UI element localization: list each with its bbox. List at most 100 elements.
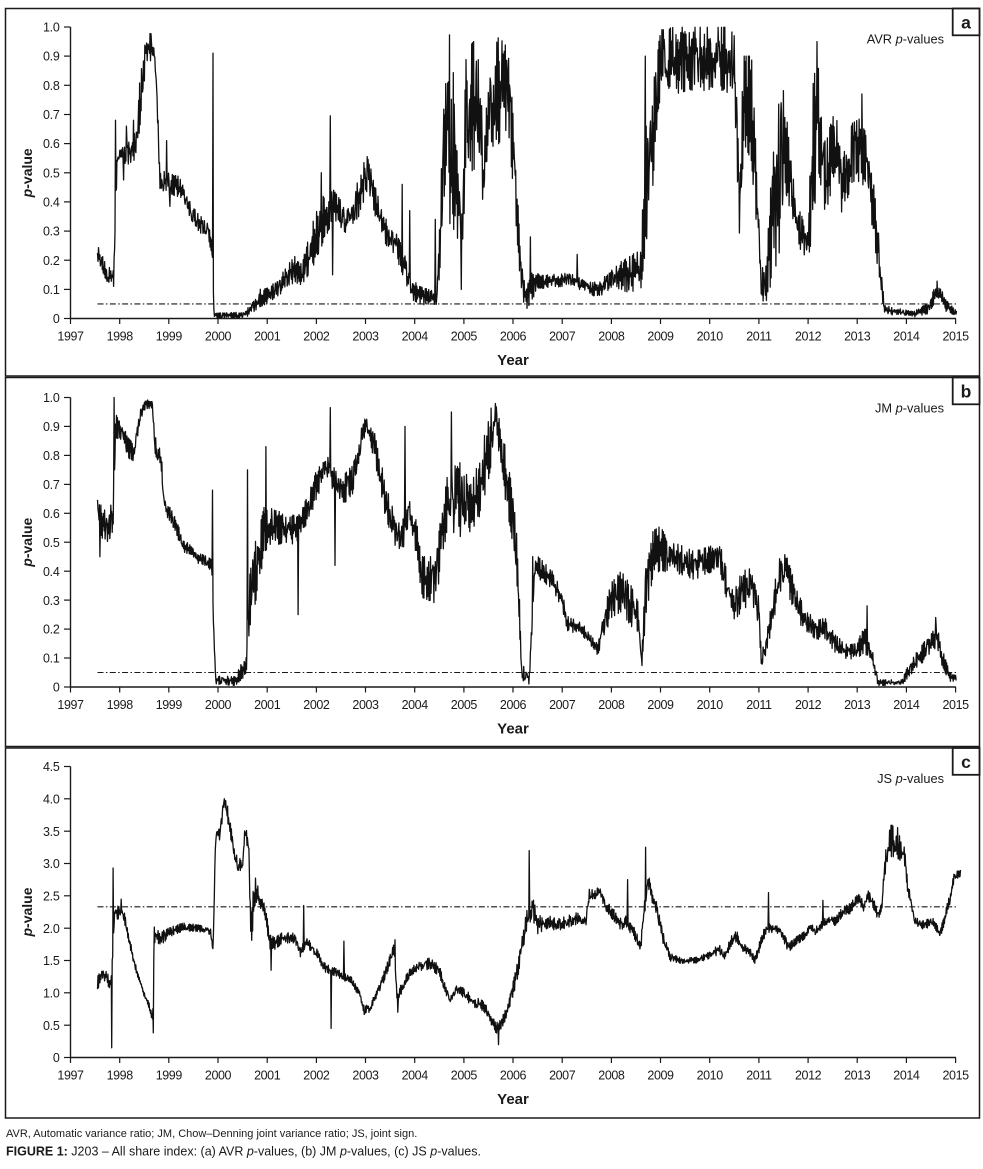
svg-text:2005: 2005 (451, 698, 478, 712)
svg-text:2013: 2013 (844, 329, 871, 343)
svg-text:2014: 2014 (893, 1068, 920, 1082)
svg-text:2010: 2010 (697, 1068, 724, 1082)
svg-text:2011: 2011 (746, 329, 772, 343)
svg-text:2001: 2001 (254, 1068, 281, 1082)
svg-text:b: b (961, 381, 972, 401)
svg-text:0.4: 0.4 (43, 196, 60, 210)
svg-text:c: c (961, 752, 971, 772)
svg-text:0.2: 0.2 (43, 623, 60, 637)
svg-text:3.5: 3.5 (43, 825, 60, 839)
svg-text:2015: 2015 (942, 329, 969, 343)
svg-text:1.0: 1.0 (43, 21, 60, 35)
svg-text:0.5: 0.5 (43, 1019, 60, 1033)
svg-text:1999: 1999 (156, 1068, 183, 1082)
svg-text:1.0: 1.0 (43, 391, 60, 405)
svg-text:2007: 2007 (549, 1068, 576, 1082)
svg-text:2001: 2001 (254, 329, 281, 343)
svg-text:1997: 1997 (57, 1068, 84, 1082)
svg-text:2005: 2005 (451, 329, 478, 343)
svg-text:0.6: 0.6 (43, 507, 60, 521)
svg-text:2.5: 2.5 (43, 889, 60, 903)
svg-text:2002: 2002 (303, 698, 330, 712)
svg-text:0: 0 (53, 1051, 60, 1065)
svg-text:1998: 1998 (107, 698, 134, 712)
svg-text:Year: Year (497, 1091, 529, 1108)
svg-text:a: a (961, 12, 971, 32)
svg-text:2011: 2011 (746, 1068, 772, 1082)
svg-text:0.7: 0.7 (43, 108, 60, 122)
svg-text:2009: 2009 (647, 329, 674, 343)
svg-text:Year: Year (497, 352, 529, 369)
svg-text:1999: 1999 (156, 698, 183, 712)
svg-text:2006: 2006 (500, 1068, 527, 1082)
svg-text:2.0: 2.0 (43, 922, 60, 936)
svg-text:2006: 2006 (500, 329, 527, 343)
svg-text:1.0: 1.0 (43, 986, 60, 1000)
svg-text:2011: 2011 (746, 698, 772, 712)
svg-text:0.5: 0.5 (43, 166, 60, 180)
svg-text:0.5: 0.5 (43, 536, 60, 550)
svg-text:p-value: p-value (19, 148, 35, 198)
svg-text:2000: 2000 (205, 1068, 232, 1082)
svg-text:1999: 1999 (156, 329, 183, 343)
svg-text:0.4: 0.4 (43, 565, 60, 579)
svg-text:JS p-values: JS p-values (877, 771, 944, 786)
svg-text:AVR, Automatic variance ratio;: AVR, Automatic variance ratio; JM, Chow–… (6, 1128, 417, 1140)
svg-text:2004: 2004 (402, 1068, 429, 1082)
svg-text:0.6: 0.6 (43, 137, 60, 151)
svg-text:p-value: p-value (19, 887, 35, 937)
svg-text:2009: 2009 (647, 1068, 674, 1082)
svg-text:2003: 2003 (352, 329, 379, 343)
svg-text:2013: 2013 (844, 1068, 871, 1082)
svg-text:0: 0 (53, 681, 60, 695)
svg-text:2004: 2004 (402, 698, 429, 712)
svg-text:2012: 2012 (795, 329, 822, 343)
svg-text:0.9: 0.9 (43, 50, 60, 64)
svg-text:2012: 2012 (795, 1068, 822, 1082)
svg-text:2000: 2000 (205, 329, 232, 343)
svg-text:2010: 2010 (697, 329, 724, 343)
svg-text:1997: 1997 (57, 698, 84, 712)
svg-text:1.5: 1.5 (43, 954, 60, 968)
svg-text:0.1: 0.1 (43, 652, 60, 666)
svg-text:2003: 2003 (352, 1068, 379, 1082)
svg-text:2010: 2010 (697, 698, 724, 712)
svg-text:2012: 2012 (795, 698, 822, 712)
svg-text:Year: Year (497, 721, 529, 738)
svg-text:4.0: 4.0 (43, 792, 60, 806)
svg-text:0.3: 0.3 (43, 594, 60, 608)
svg-text:FIGURE 1: J203 – All share ind: FIGURE 1: J203 – All share index: (a) AV… (6, 1145, 481, 1159)
svg-text:0.8: 0.8 (43, 79, 60, 93)
svg-text:2014: 2014 (893, 329, 920, 343)
svg-text:2000: 2000 (205, 698, 232, 712)
svg-text:0.7: 0.7 (43, 478, 60, 492)
svg-text:2015: 2015 (942, 698, 969, 712)
svg-text:1997: 1997 (57, 329, 84, 343)
svg-text:2007: 2007 (549, 698, 576, 712)
svg-text:1998: 1998 (107, 1068, 134, 1082)
svg-text:0.8: 0.8 (43, 449, 60, 463)
svg-text:3.0: 3.0 (43, 857, 60, 871)
svg-text:2002: 2002 (303, 329, 330, 343)
svg-text:2006: 2006 (500, 698, 527, 712)
svg-text:0.1: 0.1 (43, 283, 60, 297)
svg-text:0: 0 (53, 312, 60, 326)
svg-text:2008: 2008 (598, 1068, 625, 1082)
svg-text:4.5: 4.5 (43, 760, 60, 774)
svg-text:2014: 2014 (893, 698, 920, 712)
svg-text:0.2: 0.2 (43, 254, 60, 268)
svg-text:2015: 2015 (942, 1068, 969, 1082)
svg-text:2009: 2009 (647, 698, 674, 712)
svg-text:JM p-values: JM p-values (875, 401, 944, 416)
svg-text:2003: 2003 (352, 698, 379, 712)
svg-text:2008: 2008 (598, 698, 625, 712)
svg-text:2007: 2007 (549, 329, 576, 343)
svg-text:2013: 2013 (844, 698, 871, 712)
svg-text:2008: 2008 (598, 329, 625, 343)
svg-text:1998: 1998 (107, 329, 134, 343)
svg-text:2001: 2001 (254, 698, 281, 712)
svg-text:p-value: p-value (19, 517, 35, 567)
svg-text:2005: 2005 (451, 1068, 478, 1082)
svg-text:AVR p-values: AVR p-values (867, 32, 944, 47)
svg-text:2002: 2002 (303, 1068, 330, 1082)
